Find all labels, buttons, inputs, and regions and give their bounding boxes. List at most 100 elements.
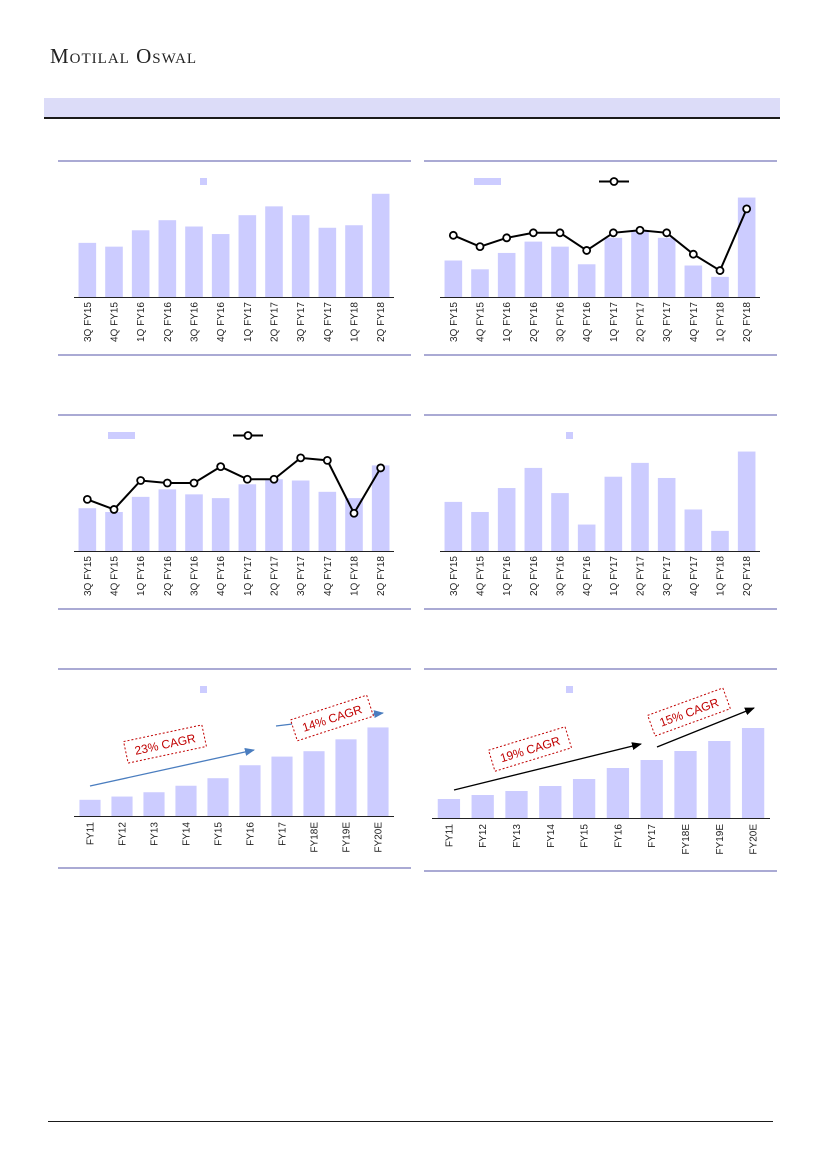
bar — [238, 215, 257, 297]
line-point — [555, 228, 565, 238]
cagr-box — [289, 694, 375, 742]
bar — [708, 741, 731, 818]
x-tick-label: 2Q FY17 — [636, 556, 647, 596]
x-tick-label: FY20E — [374, 822, 385, 853]
bar — [497, 252, 516, 297]
cagr-arrow — [89, 748, 255, 787]
footer-rule — [48, 1121, 773, 1122]
x-tick-label: 4Q FY17 — [323, 556, 334, 596]
bar — [345, 225, 363, 297]
line-point — [582, 246, 592, 255]
chart-5: FY11 FY12 FY13 FY14 FY15 FY16 FY17 FY18E FY19E FY… — [58, 668, 412, 873]
bar — [131, 496, 150, 551]
x-tick-label: 1Q FY17 — [243, 556, 254, 596]
x-tick-label: 4Q FY15 — [110, 302, 121, 342]
x-tick-label: 2Q FY16 — [529, 556, 540, 596]
x-tick-label: 4Q FY16 — [216, 556, 227, 596]
x-tick-label: 3Q FY17 — [296, 556, 307, 596]
x-tick-label: 4Q FY17 — [323, 302, 334, 342]
line-point — [269, 474, 279, 484]
line-point — [189, 478, 199, 488]
bar — [265, 206, 283, 297]
bar — [524, 241, 543, 297]
brand-logo: Motilal Oswal — [50, 44, 198, 68]
x-tick-label: 3Q FY15 — [83, 556, 94, 596]
x-tick-label: FY17 — [647, 824, 658, 848]
bar — [265, 479, 283, 551]
cagr-arrow — [656, 707, 755, 748]
bar — [371, 465, 390, 551]
bar — [238, 484, 257, 551]
x-tick-label: FY16 — [246, 822, 257, 846]
x-tick-label: 1Q FY18 — [716, 302, 727, 342]
bar — [684, 265, 703, 297]
bar — [185, 226, 203, 297]
x-tick-label: 3Q FY15 — [83, 302, 94, 342]
x-tick-label: FY11 — [444, 824, 455, 848]
cagr-callout: 15% CAGR — [647, 687, 731, 737]
cagr-callout: 23% CAGR — [122, 724, 208, 764]
x-tick-label: 3Q FY17 — [296, 302, 307, 342]
bar — [371, 193, 390, 297]
bar — [185, 494, 203, 551]
x-tick-label: FY14 — [182, 822, 193, 846]
bar — [444, 501, 463, 551]
x-tick-label: 3Q FY16 — [190, 556, 201, 596]
bar — [657, 477, 676, 551]
bar — [711, 530, 729, 551]
bar — [631, 230, 649, 297]
bar — [131, 230, 150, 297]
bar — [271, 756, 293, 816]
bar — [437, 799, 461, 818]
legend-bar-marker — [108, 432, 135, 439]
bar — [471, 511, 489, 551]
line-point — [688, 249, 698, 259]
x-tick-label: 3Q FY15 — [449, 302, 460, 342]
bar — [367, 727, 389, 816]
bar — [78, 508, 97, 551]
bar — [211, 498, 230, 551]
bar — [471, 269, 489, 297]
bar — [505, 791, 528, 818]
legend-bar-marker — [566, 432, 573, 439]
x-tick-label: FY17 — [278, 822, 289, 846]
x-tick-label: 1Q FY18 — [350, 302, 361, 342]
x-tick-label: 4Q FY15 — [110, 556, 121, 596]
line-point — [109, 505, 119, 514]
bar — [335, 739, 357, 816]
bar — [318, 491, 337, 551]
chart-4: 3Q FY15 4Q FY15 1Q FY16 2Q FY16 3Q FY16 4Q FY… — [424, 414, 778, 614]
bar — [577, 264, 596, 297]
x-tick-label: 2Q FY17 — [636, 302, 647, 342]
x-tick-label: 2Q FY17 — [270, 302, 281, 342]
x-tick-label: 1Q FY17 — [609, 302, 620, 342]
x-tick-label: 4Q FY17 — [689, 302, 700, 342]
x-tick-label: FY11 — [86, 822, 97, 846]
x-tick-label: FY13 — [512, 824, 523, 848]
x-tick-label: FY12 — [478, 824, 489, 848]
bar — [79, 799, 101, 816]
bar — [737, 451, 756, 551]
x-tick-label: 2Q FY16 — [529, 302, 540, 342]
bar — [303, 751, 325, 816]
line-series — [452, 208, 748, 273]
x-tick-label: 1Q FY16 — [136, 556, 147, 596]
bar — [711, 276, 729, 297]
line-point — [136, 476, 146, 485]
line-point — [349, 508, 359, 518]
line-point — [448, 230, 458, 240]
cagr-box — [647, 687, 731, 737]
legend-bar-marker — [474, 178, 501, 185]
bar — [444, 260, 463, 297]
bar — [239, 765, 261, 816]
cagr-callout: 14% CAGR — [289, 694, 375, 742]
line-point — [376, 463, 386, 473]
x-tick-label: 1Q FY17 — [243, 302, 254, 342]
bar — [105, 246, 123, 297]
x-tick-label: FY15 — [214, 822, 225, 846]
x-tick-label: 1Q FY16 — [502, 556, 513, 596]
x-tick-label: 4Q FY16 — [582, 556, 593, 596]
chart-6: FY11 FY12 FY13 FY14 FY15 FY16 FY17 FY18E FY19E FY… — [424, 668, 778, 873]
bar — [657, 237, 676, 297]
chart-2: 3Q FY15 4Q FY15 1Q FY16 2Q FY16 3Q FY16 4Q FY… — [424, 160, 778, 360]
